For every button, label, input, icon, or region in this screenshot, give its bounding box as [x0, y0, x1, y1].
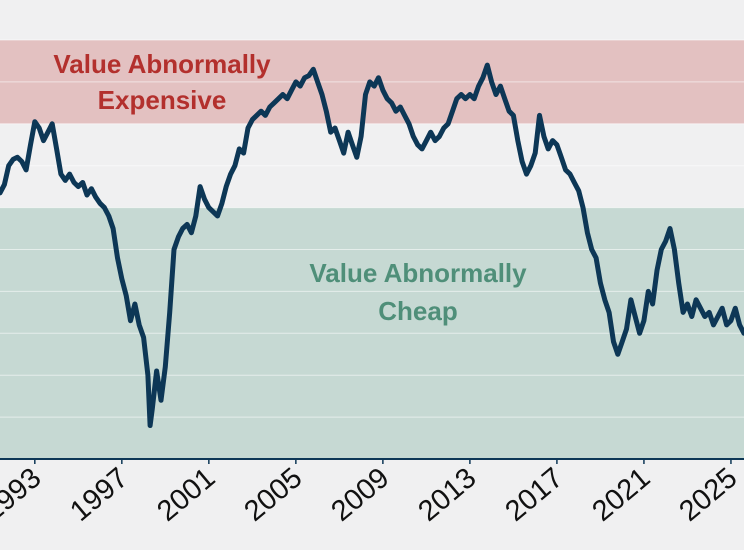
zone-label-line: Value Abnormally	[53, 49, 271, 79]
series-line-0	[0, 62, 744, 428]
zone-label-line: Expensive	[98, 85, 227, 115]
zone-label-line: Cheap	[378, 296, 457, 326]
zone-label-line: Value Abnormally	[309, 258, 527, 288]
zone-label-1: Value Abnormally Cheap	[309, 258, 527, 326]
zone-label-0: Value Abnormally Expensive	[53, 49, 271, 115]
